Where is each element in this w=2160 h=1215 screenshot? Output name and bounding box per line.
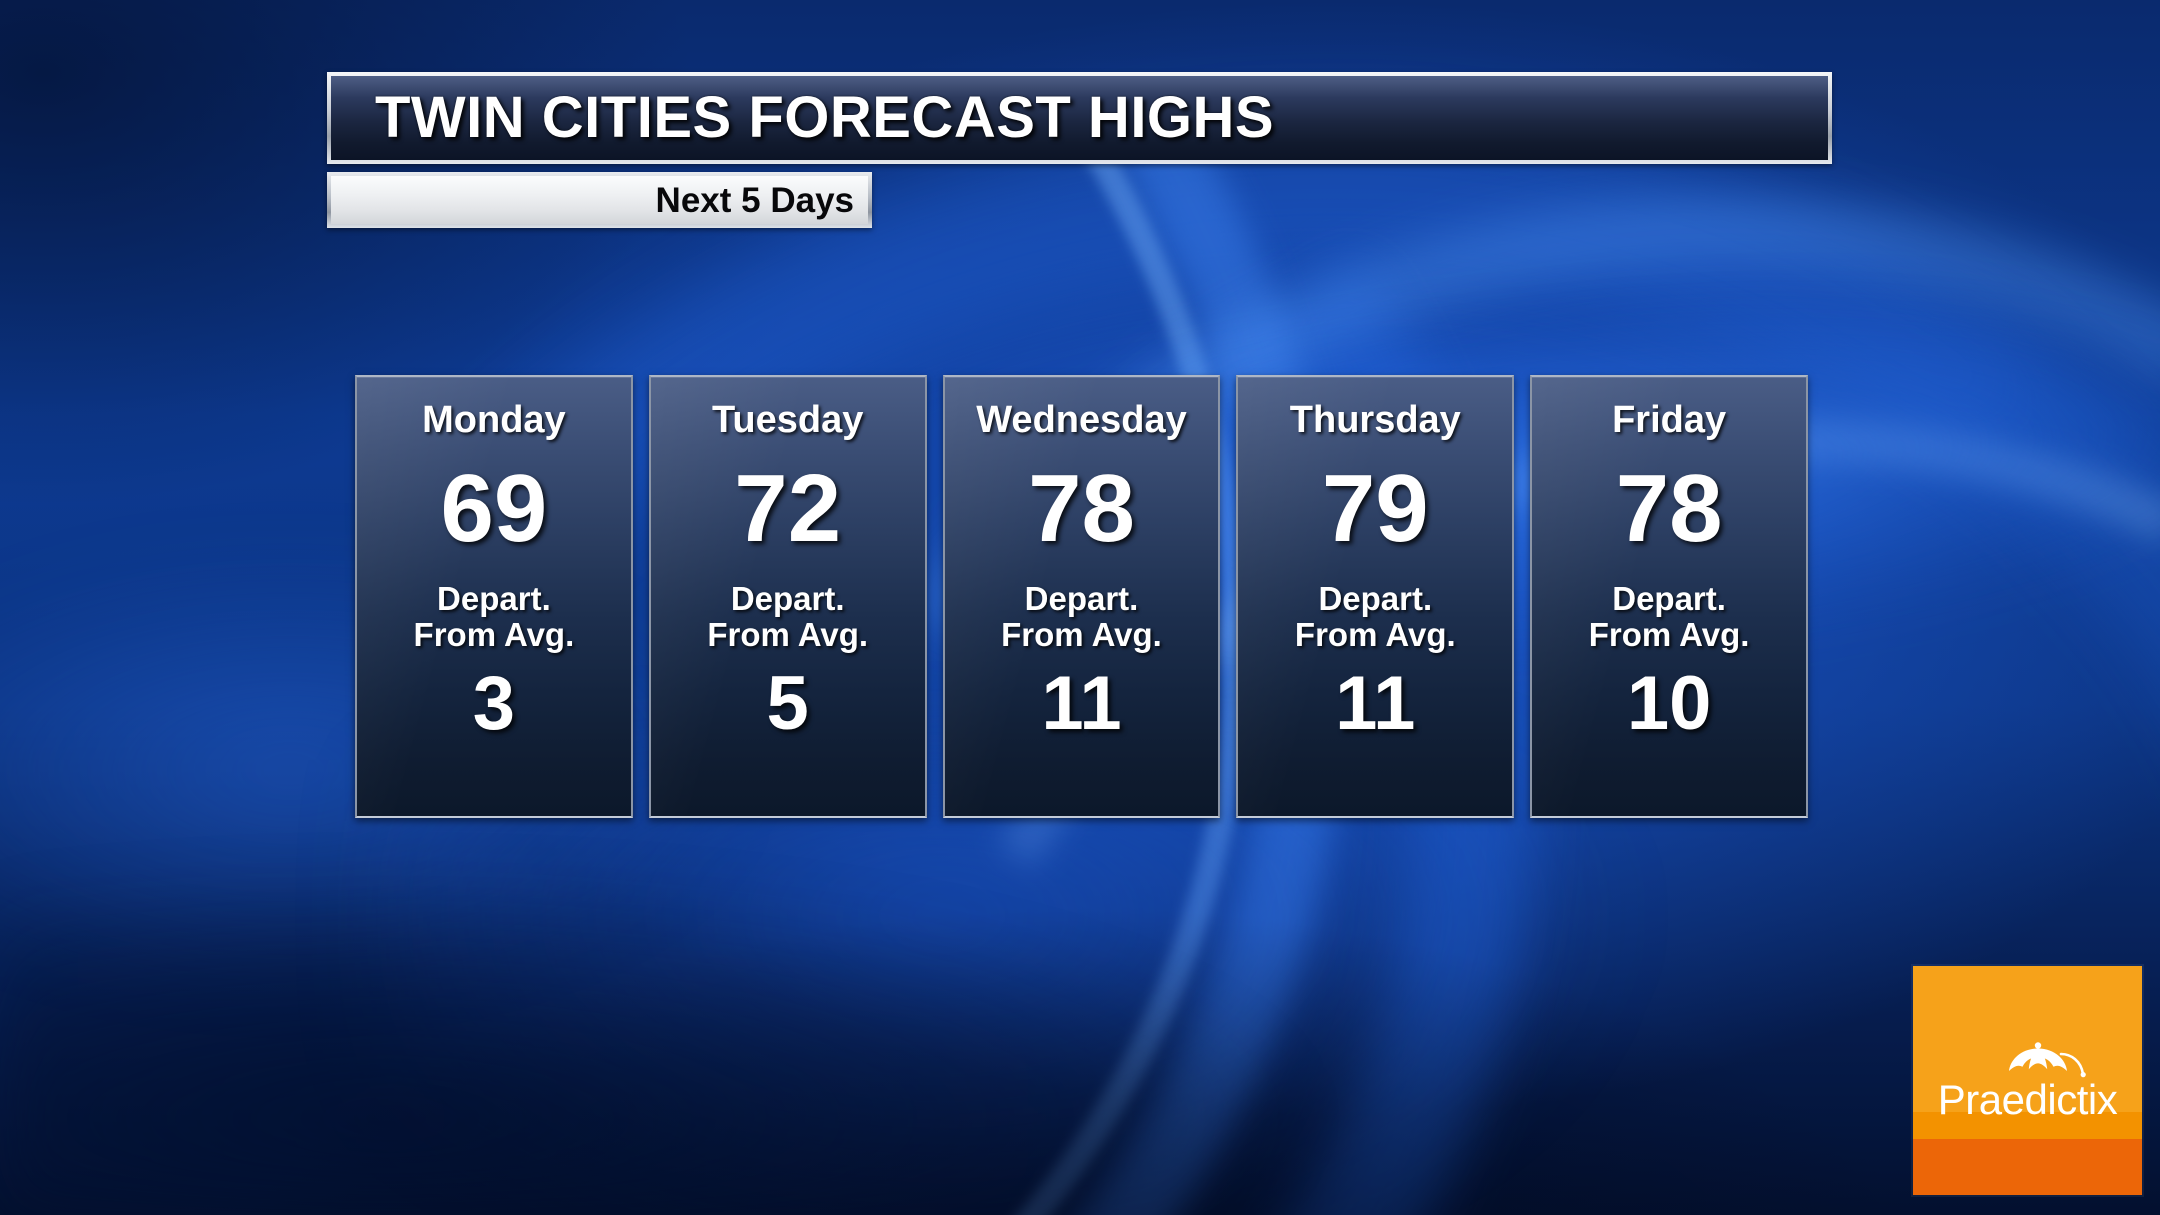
logo-wordmark: Praedictix: [1937, 1076, 2118, 1123]
departure-label-line2: From Avg.: [1294, 615, 1456, 653]
departure-label-line1: Depart.: [1318, 580, 1433, 617]
umbrella-icon: [2009, 1042, 2086, 1078]
high-temperature: 72: [734, 455, 842, 562]
departure-label-line1: Depart.: [1024, 580, 1139, 617]
departure-label: Depart. From Avg.: [1295, 581, 1456, 652]
high-temperature: 69: [440, 455, 548, 562]
forecast-day-card: Tuesday 72 Depart. From Avg. 5: [648, 375, 927, 818]
departure-label-line2: From Avg.: [413, 615, 575, 653]
departure-value: 5: [766, 661, 809, 747]
subtitle-bar-inner: Next 5 Days: [331, 176, 868, 224]
departure-label: Depart. From Avg.: [414, 581, 575, 652]
forecast-day-card: Friday 78 Depart. From Avg. 10: [1530, 375, 1808, 818]
departure-label-line2: From Avg.: [1588, 615, 1750, 653]
page-title: TWIN CITIES FORECAST HIGHS: [375, 85, 1275, 150]
high-temperature: 78: [1028, 455, 1135, 562]
departure-label-line2: From Avg.: [1001, 615, 1162, 653]
high-temperature: 79: [1321, 455, 1429, 562]
title-bar: TWIN CITIES FORECAST HIGHS: [327, 72, 1832, 164]
day-name: Wednesday: [976, 399, 1187, 441]
departure-label-line1: Depart.: [1612, 580, 1726, 617]
logo-top-band: [1913, 966, 2142, 1112]
departure-label-line1: Depart.: [437, 580, 551, 617]
forecast-day-card: Thursday 79 Depart. From Avg. 11: [1236, 375, 1515, 818]
high-temperature: 78: [1615, 455, 1723, 562]
forecast-day-card: Wednesday 78 Depart. From Avg. 11: [942, 375, 1221, 818]
forecast-card-row: Monday 69 Depart. From Avg. 3 Tuesday 72…: [355, 375, 1808, 818]
departure-value: 11: [1041, 661, 1122, 747]
subtitle-bar: Next 5 Days: [327, 172, 872, 228]
forecast-day-card: Monday 69 Depart. From Avg. 3: [355, 375, 633, 818]
logo-bottom-band: [1913, 1139, 2142, 1195]
departure-label: Depart. From Avg.: [707, 581, 868, 652]
departure-label-line1: Depart.: [730, 580, 845, 617]
praedictix-logo: Praedictix: [1913, 966, 2142, 1195]
departure-value: 3: [472, 661, 516, 747]
day-name: Monday: [422, 399, 566, 441]
subtitle-text: Next 5 Days: [655, 180, 854, 220]
departure-label-line2: From Avg.: [707, 615, 869, 653]
day-name: Friday: [1612, 399, 1727, 441]
departure-label: Depart. From Avg.: [1589, 581, 1750, 652]
departure-value: 11: [1335, 661, 1416, 747]
day-name: Tuesday: [712, 399, 864, 441]
day-name: Thursday: [1289, 399, 1461, 441]
title-bar-inner: TWIN CITIES FORECAST HIGHS: [331, 76, 1828, 160]
departure-label: Depart. From Avg.: [1001, 581, 1162, 652]
departure-value: 10: [1626, 661, 1712, 747]
